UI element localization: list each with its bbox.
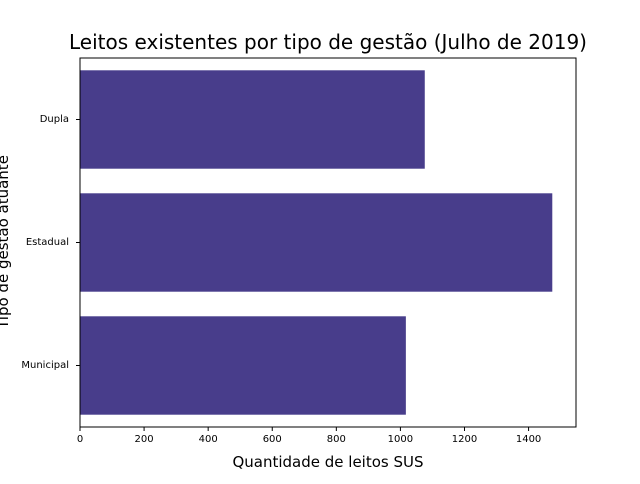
bar-municipal	[80, 316, 406, 415]
x-tick-label-600: 600	[263, 434, 282, 445]
x-tick-label-400: 400	[199, 434, 218, 445]
plot-frame	[79, 57, 577, 428]
y-tick-label-estadual: Estadual	[26, 237, 69, 248]
chart-title: Leitos existentes por tipo de gestão (Ju…	[69, 30, 587, 54]
x-axis-label: Quantidade de leitos SUS	[232, 453, 423, 471]
bar-dupla	[80, 70, 425, 169]
y-axis-label: Tipo de gestão atuante	[0, 155, 12, 330]
bar-estadual	[80, 193, 553, 292]
bars-layer	[80, 70, 553, 415]
x-tick-label-1000: 1000	[388, 434, 413, 445]
x-tick-label-0: 0	[77, 434, 83, 445]
y-tick-label-dupla: Dupla	[40, 114, 69, 125]
x-tick-label-800: 800	[327, 434, 346, 445]
ticks-layer: Municipal Estadual Dupla 0 200 400 600 800 1000 1…	[21, 114, 541, 445]
x-tick-label-1200: 1200	[452, 434, 477, 445]
x-tick-label-1400: 1400	[516, 434, 541, 445]
x-tick-label-200: 200	[135, 434, 154, 445]
y-tick-label-municipal: Municipal	[21, 360, 69, 371]
